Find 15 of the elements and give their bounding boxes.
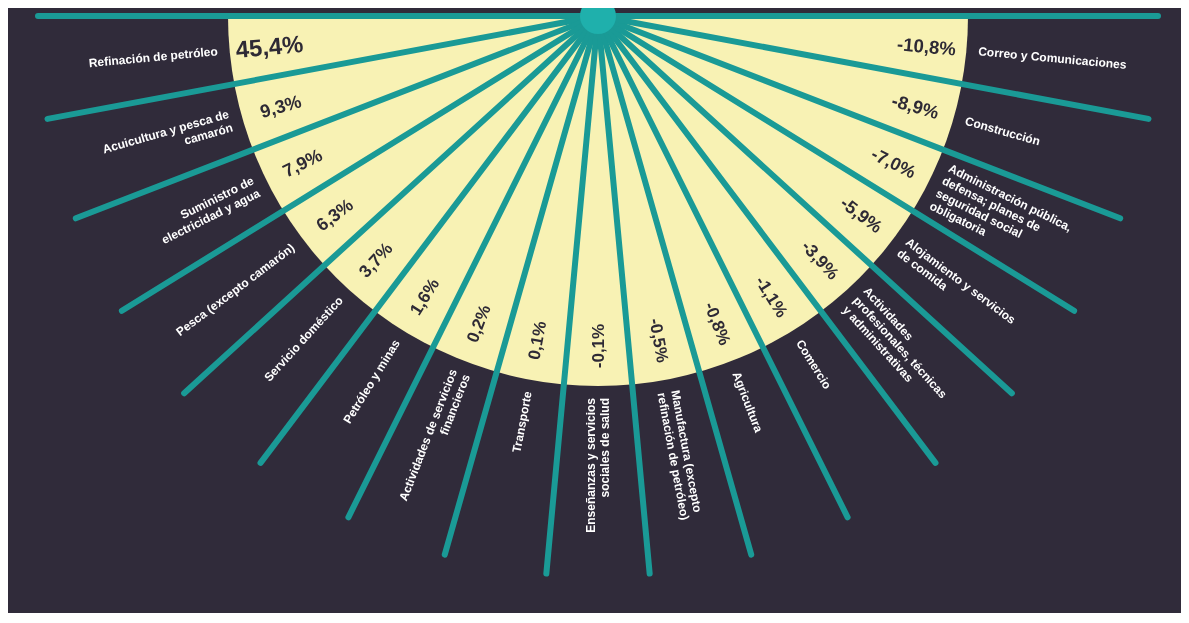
data-label: 0,1%	[524, 319, 551, 362]
data-label: -10,8%	[896, 33, 958, 60]
category-label: Transporte	[509, 389, 535, 454]
category-label: Refinación de petróleo	[88, 44, 219, 71]
data-label: -8,9%	[889, 89, 942, 123]
category-label: Enseñanzas y servicios sociales de salud	[584, 397, 612, 533]
data-label: -7,0%	[867, 143, 919, 183]
data-label: 9,3%	[257, 90, 304, 123]
data-label: 45,4%	[234, 29, 305, 63]
data-label: -0,8%	[700, 299, 735, 348]
data-label: 7,9%	[279, 144, 326, 182]
category-label: Correo y Comunicaciones	[977, 44, 1128, 72]
data-label: -0,1%	[588, 323, 608, 369]
data-label: 0,2%	[462, 302, 495, 346]
data-label: -0,5%	[645, 316, 673, 365]
